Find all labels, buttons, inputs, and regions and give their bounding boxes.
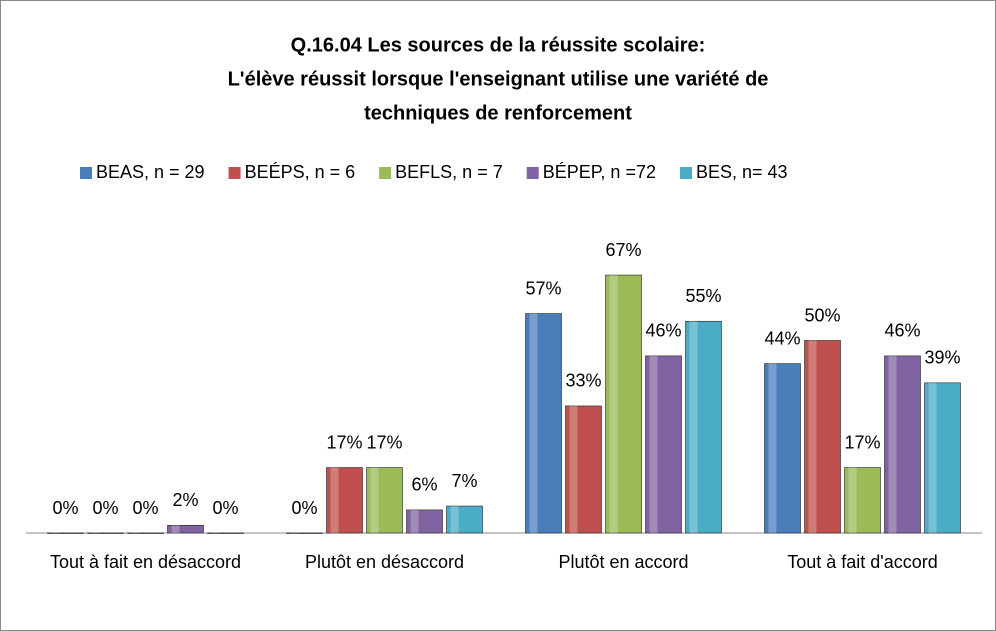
bar [207,532,244,534]
legend-swatch [379,167,392,179]
bar-highlight [649,355,658,533]
value-label: 39% [924,348,960,368]
legend-label: BES, n= 43 [696,162,788,182]
value-label: 17% [844,432,880,452]
bar-highlight [51,533,60,534]
chart-title: L'élève réussit lorsque l'enseignant uti… [228,68,769,90]
bar [565,405,602,534]
legend-label: BEAS, n = 29 [96,162,205,182]
bar-highlight [689,321,698,533]
value-label: 44% [764,328,800,348]
bar-highlight [410,509,419,533]
bar [127,532,164,534]
bar [87,532,124,534]
bar-highlight [888,355,897,533]
bar [884,355,921,534]
value-label: 2% [172,490,198,510]
value-label: 0% [52,498,78,518]
value-label: 67% [605,240,641,260]
value-label: 6% [411,475,437,495]
legend-label: BEFLS, n = 7 [395,162,503,182]
value-label: 0% [291,498,317,518]
bar [645,355,682,534]
bar-highlight [211,533,220,534]
value-label: 0% [132,498,158,518]
value-label: 17% [366,432,402,452]
bar-highlight [171,525,180,533]
bar [406,509,443,534]
legend-label: BEÉPS, n = 6 [245,162,356,182]
bar [685,320,722,534]
bar [605,274,642,534]
bar-highlight [290,533,299,534]
x-tick-label: Plutôt en accord [558,552,689,572]
x-tick-label: Tout à fait en désaccord [49,552,242,572]
legend-swatch [80,167,92,179]
bar [764,363,801,534]
bar-highlight [928,382,937,533]
legend-swatch [228,167,241,179]
bar-highlight [808,340,817,533]
bar [286,532,323,534]
bar-highlight [370,467,379,533]
bar [167,524,204,534]
value-label: 7% [451,471,477,491]
bar-highlight [131,533,140,534]
value-label: 50% [804,305,840,325]
value-label: 57% [525,278,561,298]
value-label: 0% [92,498,118,518]
value-label: 0% [212,498,238,518]
value-label: 17% [326,432,362,452]
x-tick-label: Tout à fait d'accord [787,552,938,572]
chart-title: Q.16.04 Les sources de la réussite scola… [291,34,706,56]
chart-title: techniques de renforcement [364,102,632,124]
bar [47,532,84,534]
bar-highlight [330,467,339,533]
value-label: 46% [645,321,681,341]
bar-highlight [450,506,459,533]
bar-highlight [91,533,100,534]
legend-swatch [526,167,539,179]
value-label: 55% [685,286,721,306]
legend-swatch [679,167,692,179]
bar [366,467,403,534]
bar-highlight [768,363,777,533]
bar [446,505,483,534]
bar-highlight [529,313,538,533]
x-tick-label: Plutôt en désaccord [304,552,465,572]
bar-highlight [848,467,857,533]
value-label: 46% [884,321,920,341]
bar-highlight [569,405,578,533]
bar [844,467,881,534]
bar-highlight [609,275,618,533]
value-label: 33% [565,371,601,391]
legend-label: BÉPEP, n =72 [543,162,656,182]
bar [924,382,961,534]
bar [525,313,562,534]
bar [804,340,841,534]
bar [326,467,363,534]
